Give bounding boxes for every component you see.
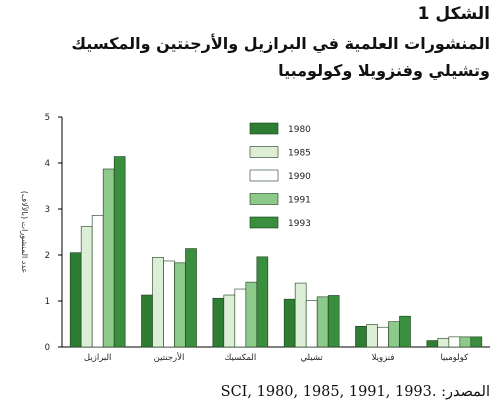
bar-1991-0: [102, 168, 115, 348]
bar-1980-1: [141, 294, 153, 348]
legend-label-1993: 1993: [288, 219, 311, 229]
x-tick-label: فنزويلا: [372, 353, 395, 363]
bar-1990-4: [377, 326, 389, 348]
bar-1985-2: [223, 294, 236, 348]
bar-1990-5: [448, 336, 461, 348]
bar-1985-0: [80, 226, 93, 348]
y-axis-label: عدد المنشورات (بالآلاف): [20, 191, 30, 274]
figure-label: الشكل 1: [417, 4, 490, 24]
legend-swatch-1991: [249, 193, 279, 205]
legend-swatch-1990: [249, 169, 279, 182]
bar-1990-1: [163, 260, 175, 348]
bar-1985-4: [366, 324, 378, 348]
x-tick-label: الأرجنتين: [154, 352, 185, 363]
bar-1985-1: [152, 257, 164, 348]
y-tick-label: 2: [45, 251, 50, 261]
bar-1980-0: [69, 252, 82, 348]
bar-1980-2: [212, 297, 225, 348]
bar-1991-5: [459, 336, 472, 348]
bar-1990-3: [305, 300, 318, 348]
bar-1991-2: [245, 281, 258, 348]
x-tick-label: البرازيل: [84, 353, 111, 363]
legend-swatch-1985: [249, 146, 279, 158]
bar-1993-5: [470, 336, 483, 348]
x-tick-label: المكسيك: [224, 353, 256, 363]
bar-1980-4: [355, 326, 367, 348]
chart-title: المنشورات العلمية في البرازيل والأرجنتين…: [71, 34, 490, 80]
y-tick-label: 1: [45, 297, 50, 307]
bar-1980-5: [426, 340, 439, 348]
bar-1990-0: [91, 215, 104, 348]
legend-swatch-1993: [249, 216, 279, 229]
legend-label-1985: 1985: [288, 149, 311, 159]
legend-label-1991: 1991: [288, 196, 311, 206]
source-note: المصدر: .SCI, 1980, 1985, 1991, 1993: [220, 384, 490, 400]
bar-1990-2: [234, 288, 247, 348]
bar-1993-3: [327, 295, 340, 348]
bar-1991-4: [388, 321, 400, 348]
bar-1993-1: [185, 248, 197, 348]
bar-1991-3: [316, 296, 329, 348]
bar-1993-2: [256, 256, 269, 348]
bar-1985-5: [437, 337, 450, 348]
chart-area: 0 1 2 3 4 5 عدد المنشورات (بالآلاف) البرازيل الأ…: [0, 105, 504, 385]
x-tick-label: تشيلي: [300, 353, 323, 363]
y-tick-label: 4: [45, 159, 50, 169]
x-tick-label: كولومبيا: [440, 353, 469, 363]
y-tick-label: 5: [45, 113, 50, 123]
bar-chart: 0 1 2 3 4 5 عدد المنشورات (بالآلاف) البرازيل الأ…: [20, 113, 490, 363]
bar-1991-1: [174, 262, 186, 348]
bar-1993-4: [399, 315, 411, 348]
bar-1980-3: [283, 298, 296, 348]
y-tick-label: 3: [45, 205, 50, 215]
legend-label-1980: 1980: [288, 125, 311, 135]
legend-label-1990: 1990: [288, 172, 311, 182]
legend-swatch-1980: [249, 122, 279, 135]
bar-1985-3: [294, 282, 307, 348]
y-tick-label: 0: [45, 343, 50, 353]
bar-1993-0: [113, 156, 126, 348]
